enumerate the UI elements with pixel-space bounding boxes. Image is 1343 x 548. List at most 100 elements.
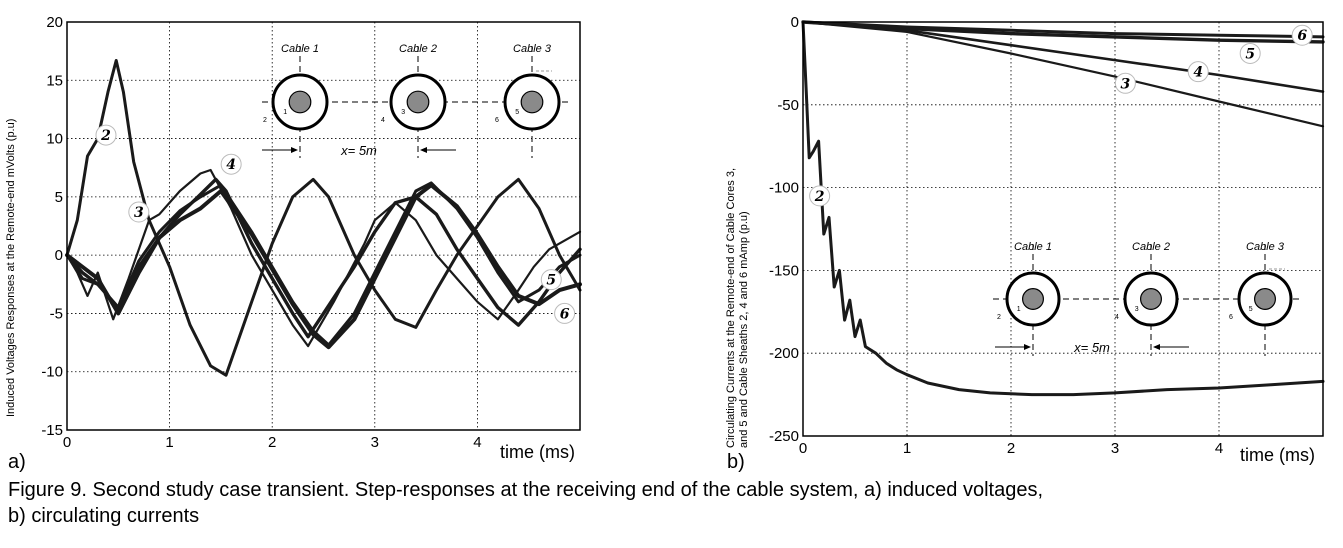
a-curve-label: 3 xyxy=(134,205,144,221)
b-cable-title: Cable 3 xyxy=(1246,241,1285,253)
b-cable-title: Cable 1 xyxy=(1014,241,1052,253)
a-spacing-label: x= 5m xyxy=(340,143,377,158)
b-spacing-arrowhead-right xyxy=(1153,344,1160,350)
a-curve-label-bubble xyxy=(220,153,242,175)
b-cable-core xyxy=(1139,288,1162,311)
a-y-tick-label: 10 xyxy=(46,131,63,148)
b-cable-title: Cable 2 xyxy=(1132,241,1170,253)
b-curve-label: 4 xyxy=(1193,65,1203,81)
chart-a-cable-inset: Cable 1 1 2 Cable 2 3 4 Cable 3 5 6 x= 5m xyxy=(262,43,570,158)
b-series-line-6 xyxy=(801,20,1325,39)
chart-b-y-axis-label-line1: Circulating Currents at the Remote-end o… xyxy=(725,168,737,448)
b-core-number: 1 xyxy=(1017,306,1021,313)
a-cable-title: Cable 1 xyxy=(281,43,319,55)
b-y-tick-label: -250 xyxy=(769,428,799,445)
a-y-tick-label: 0 xyxy=(55,247,63,264)
a-x-tick-label: 1 xyxy=(165,434,173,451)
caption-line-1: Figure 9. Second study case transient. S… xyxy=(8,479,1044,501)
chart-b: Circulating Currents at the Remote-end o… xyxy=(725,14,1325,473)
chart-b-y-axis-label-line2: and 5 and Cable Sheaths 2, 4 and 6 mAmp … xyxy=(738,211,750,448)
b-x-tick-label: 2 xyxy=(1007,440,1015,457)
b-curve-label-bubble xyxy=(809,185,831,207)
b-x-tick-label: 3 xyxy=(1111,440,1119,457)
a-y-tick-label: 5 xyxy=(55,189,63,206)
a-y-tick-label: 15 xyxy=(46,72,63,89)
b-y-tick-label: -100 xyxy=(769,180,799,197)
b-curve-label: 2 xyxy=(814,189,825,205)
b-core-number: 5 xyxy=(1249,306,1253,313)
a-curve-label: 2 xyxy=(100,128,111,144)
figure-caption: Figure 9. Second study case transient. S… xyxy=(8,477,1328,529)
chart-b-x-axis-label: time (ms) xyxy=(1240,445,1315,465)
a-x-tick-label: 3 xyxy=(371,434,379,451)
b-curve-label-bubble xyxy=(1291,24,1313,46)
a-curve-label: 5 xyxy=(546,273,556,289)
a-cable-core xyxy=(520,90,544,114)
b-x-tick-label: 4 xyxy=(1215,440,1223,457)
a-core-number: 1 xyxy=(283,109,287,116)
b-curve-label-bubble xyxy=(1239,42,1261,64)
b-spacing-label: x= 5m xyxy=(1073,340,1110,355)
b-curve-label: 3 xyxy=(1121,76,1131,92)
a-spacing-arrowhead-left xyxy=(291,147,298,153)
chart-b-ticks: 0 1 2 3 4 0 -50 -100 -150 -200 -250 xyxy=(769,14,1223,457)
b-cable-core xyxy=(1253,288,1276,311)
a-y-tick-label: 20 xyxy=(46,14,63,31)
b-curve-label: 5 xyxy=(1245,46,1255,62)
chart-b-series xyxy=(801,20,1325,397)
chart-b-panel-label: b) xyxy=(727,451,745,473)
a-curve-label-bubble xyxy=(95,124,117,146)
a-sheath-number: 6 xyxy=(495,117,499,124)
caption-line-2: b) circulating currents xyxy=(8,505,200,527)
a-curve-label-bubble xyxy=(554,302,576,324)
a-sheath-number: 4 xyxy=(381,117,385,124)
chart-b-grid xyxy=(803,22,1323,436)
b-sheath-number: 4 xyxy=(1115,314,1119,321)
b-y-tick-label: -200 xyxy=(769,345,799,362)
a-y-tick-label: -10 xyxy=(41,364,63,381)
a-x-tick-label: 4 xyxy=(473,434,481,451)
a-sheath-number: 2 xyxy=(263,117,267,124)
a-series-line-5 xyxy=(65,181,582,347)
a-core-number: 5 xyxy=(515,109,519,116)
b-sheath-number: 6 xyxy=(1229,314,1233,321)
chart-b-plot-frame xyxy=(802,21,1324,437)
a-core-number: 3 xyxy=(401,109,405,116)
b-y-tick-label: -50 xyxy=(777,97,799,114)
b-curve-label: 6 xyxy=(1297,28,1307,44)
chart-a-curve-labels: 2 3 4 5 6 xyxy=(95,124,576,324)
a-cable-title: Cable 3 xyxy=(513,43,552,55)
chart-b-curve-labels: 2 3 4 5 6 xyxy=(809,24,1313,207)
a-curve-label: 6 xyxy=(560,306,570,322)
a-x-tick-label: 2 xyxy=(268,434,276,451)
chart-a-ticks: 0 1 2 3 4 20 15 10 5 0 -5 -10 -15 xyxy=(41,14,481,451)
a-cable-title: Cable 2 xyxy=(399,43,437,55)
chart-a-x-axis-label: time (ms) xyxy=(500,442,575,462)
chart-a-plot-frame xyxy=(66,21,581,431)
b-curve-label-bubble xyxy=(1114,72,1136,94)
chart-b-cable-inset: Cable 1 1 2 Cable 2 3 4 Cable 3 5 6 x= 5m xyxy=(993,241,1300,356)
b-x-tick-label: 1 xyxy=(903,440,911,457)
a-series-line-6 xyxy=(65,183,582,350)
b-curve-label-bubble xyxy=(1187,61,1209,83)
figure: Induced Voltages Responses at the Remote… xyxy=(5,14,1325,473)
chart-a-y-axis-label: Induced Voltages Responses at the Remote… xyxy=(5,119,17,417)
b-series-line-3 xyxy=(801,20,1325,128)
a-series-line-2 xyxy=(65,59,582,377)
a-cable-core xyxy=(406,90,430,114)
a-series-line-3 xyxy=(65,168,582,348)
chart-a: Induced Voltages Responses at the Remote… xyxy=(5,14,582,473)
b-spacing-arrowhead-left xyxy=(1024,344,1031,350)
chart-a-series xyxy=(65,59,582,377)
a-curve-label: 4 xyxy=(226,157,236,173)
a-y-tick-label: -5 xyxy=(50,305,63,322)
b-core-number: 3 xyxy=(1135,306,1139,313)
a-y-tick-label: -15 xyxy=(41,422,63,439)
a-spacing-arrowhead-right xyxy=(420,147,427,153)
a-curve-label-bubble xyxy=(540,269,562,291)
chart-a-panel-label: a) xyxy=(8,451,26,473)
chart-a-grid xyxy=(67,22,580,430)
a-cable-core xyxy=(288,90,312,114)
a-x-tick-label: 0 xyxy=(63,434,71,451)
a-curve-label-bubble xyxy=(128,201,150,223)
